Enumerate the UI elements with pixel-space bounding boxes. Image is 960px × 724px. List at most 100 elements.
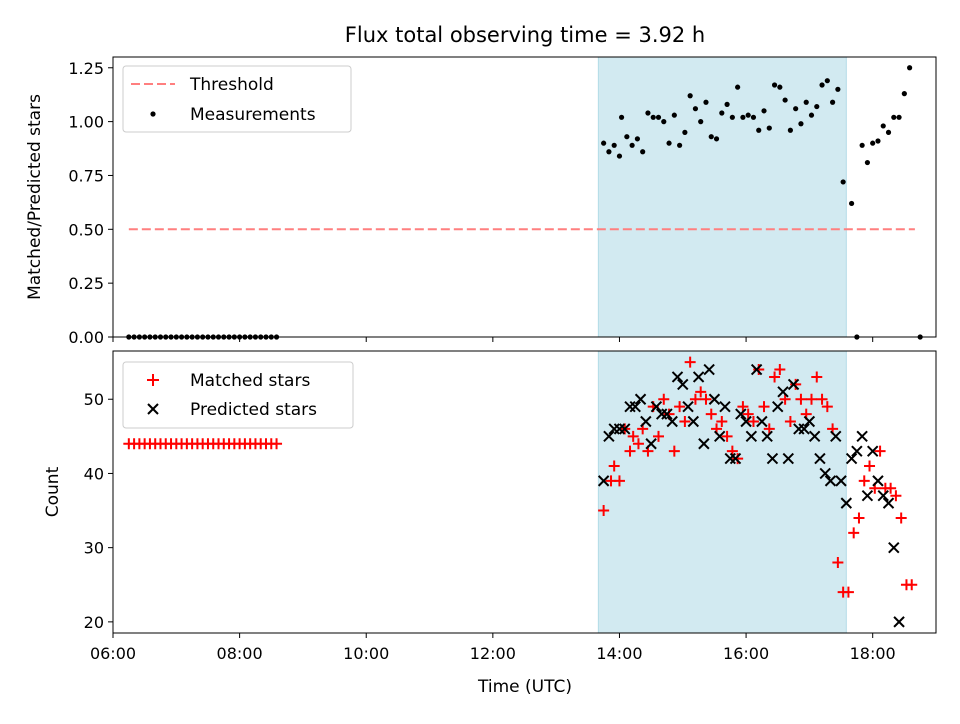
matched-star-point (689, 393, 701, 405)
matched-star-point (753, 364, 765, 376)
predicted-star-point (745, 430, 758, 443)
predicted-star-point (640, 415, 652, 428)
measurement-point (618, 114, 625, 120)
predicted-star-point (798, 423, 810, 435)
predicted-star-point (851, 445, 863, 457)
matched-star-point (784, 416, 796, 427)
predicted-star-point (740, 415, 752, 428)
x-tick-label: 10:00 (343, 644, 389, 663)
predicted-star-point (750, 363, 763, 376)
predicted-star-point (888, 541, 900, 554)
matched-star-point (895, 512, 907, 524)
predicted-star-point (861, 490, 874, 502)
measurement-point (870, 140, 876, 146)
matched-star-point (737, 401, 749, 413)
measurement-point (677, 142, 683, 148)
measurement-point (891, 114, 897, 120)
measurement-point (703, 99, 709, 105)
matched-star-point (627, 430, 639, 442)
matched-star-point (842, 586, 854, 598)
matched-star-point (684, 356, 696, 368)
measurement-point (864, 159, 871, 166)
predicted-star-point (803, 415, 816, 428)
y-tick-label: 20 (84, 613, 104, 632)
matched-star-point (858, 475, 870, 487)
matched-star-point (658, 393, 670, 405)
matched-star-point (832, 557, 844, 568)
measurement-point (907, 65, 913, 71)
predicted-star-point (819, 467, 831, 480)
ratio-legend-box (122, 65, 352, 133)
predicted-star-point (645, 438, 657, 450)
matched-star-point (795, 393, 807, 405)
measurement-point (880, 123, 886, 129)
x-tick-label: 18:00 (850, 644, 896, 663)
measurement-point (814, 103, 820, 110)
measurement-point (761, 108, 767, 114)
measurement-point (896, 114, 902, 120)
predicted-star-point (756, 415, 768, 428)
measurement-point (793, 106, 799, 112)
matched-star-point (874, 445, 886, 457)
predicted-star-point (677, 378, 689, 391)
predicted-star-point (713, 430, 726, 443)
measurement-point (745, 112, 751, 118)
ratio-legend: Threshold Measurements (122, 65, 352, 133)
measurement-point (848, 200, 855, 207)
legend-measurement-label: Measurements (190, 105, 316, 125)
predicted-star-point (719, 400, 731, 413)
measurement-point (624, 134, 630, 140)
y-tick-label: 50 (84, 390, 104, 409)
measurement-point (756, 127, 762, 133)
matched-star-point (668, 445, 680, 457)
matched-star-point (811, 371, 823, 383)
matched-star-point (821, 401, 833, 413)
measurement-point (616, 153, 623, 159)
measurement-point (708, 134, 714, 140)
legend-matched-label: Matched stars (190, 371, 310, 391)
measurement-point (645, 110, 651, 116)
predicted-star-point (666, 415, 678, 428)
predicted-star-point (782, 452, 794, 465)
y-tick-label: 40 (84, 464, 104, 483)
matched-star-point (679, 416, 691, 427)
predicted-star-point (772, 400, 784, 413)
matched-star-point (848, 527, 860, 539)
predicted-star-point (845, 452, 858, 465)
predicted-star-point (671, 371, 684, 383)
count-panel: 20 30 40 50 06:00 08:00 10:00 12:00 14:00 16:00 1… (43, 350, 937, 697)
predicted-star-point (808, 430, 821, 443)
matched-star-point (632, 438, 644, 450)
predicted-star-point (650, 400, 663, 413)
measurement-point (634, 136, 640, 142)
matched-star-point (763, 423, 775, 435)
measurement-point (655, 114, 662, 120)
predicted-star-point (866, 445, 879, 457)
predicted-star-point (735, 408, 747, 420)
measurement-point (740, 114, 746, 120)
ratio-shaded-span (597, 56, 847, 338)
measurement-point (766, 125, 772, 131)
measurement-point (819, 82, 825, 88)
y-tick-label: 0.75 (68, 166, 104, 185)
matched-star-point (598, 505, 610, 517)
count-legend-box (122, 361, 354, 429)
legend-predicted-label: Predicted stars (190, 400, 317, 420)
matched-star-point (864, 460, 876, 472)
predicted-star-point (698, 438, 710, 450)
x-axis-label: Time (UTC) (477, 677, 572, 697)
predicted-star-point (814, 452, 826, 465)
predicted-star-point (629, 400, 641, 413)
measurement-point (771, 82, 778, 88)
measurement-point (606, 149, 612, 155)
measurement-point (611, 142, 617, 148)
matched-star-point (742, 408, 754, 420)
matched-star-point (271, 438, 283, 450)
matched-star-point (674, 401, 686, 413)
measurement-point (808, 112, 815, 118)
y-tick-label: 0.00 (68, 328, 104, 347)
matched-star-point (747, 416, 759, 427)
matched-star-point (805, 393, 817, 405)
count-legend: Matched stars Predicted stars (122, 361, 354, 429)
matched-star-point (790, 378, 802, 390)
